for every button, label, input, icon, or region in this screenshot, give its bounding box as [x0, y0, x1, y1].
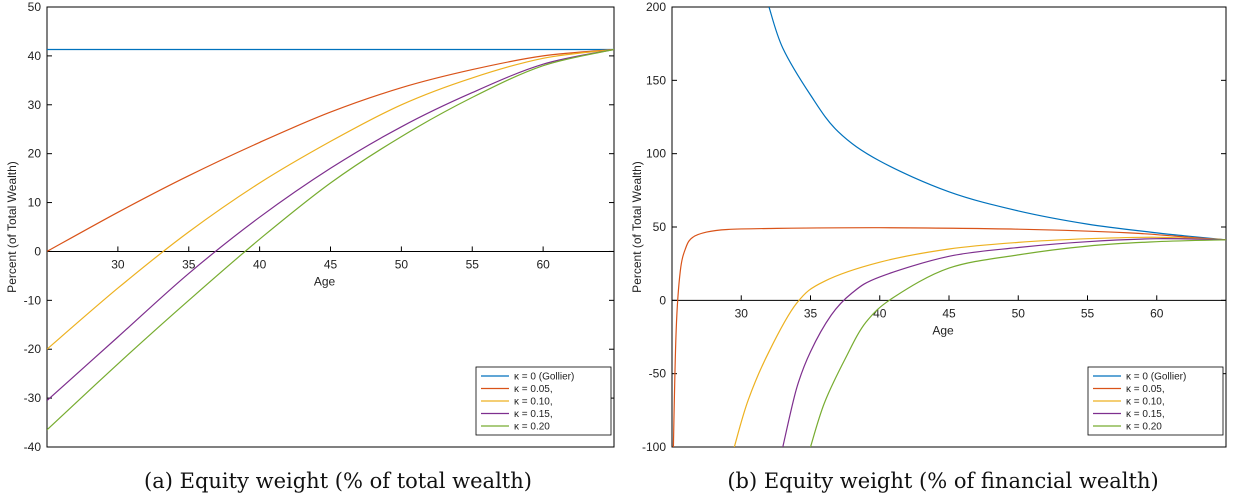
y-tick-label: 20: [28, 147, 42, 161]
y-tick-label: -50: [649, 367, 667, 381]
y-tick-label: -10: [24, 293, 42, 307]
x-tick-label: 60: [536, 257, 550, 271]
y-tick-label: -30: [24, 391, 42, 405]
legend-entry: κ = 0.10,: [514, 397, 553, 408]
chart-b: 30 35 40 45 50 55 60 -100 -50 0 50 100 150 200 Age Perc…: [630, 0, 1227, 454]
caption-a: (a) Equity weight (% of total wealth): [144, 469, 532, 493]
legend-entry: κ = 0.15,: [514, 409, 553, 420]
x-tick-label: 55: [466, 257, 480, 271]
y-tick-label: 30: [28, 98, 42, 112]
y-tick-label: 10: [28, 196, 42, 210]
series-line-3: [782, 238, 1226, 447]
y-tick-label: 100: [646, 147, 666, 161]
x-tick-label: 50: [1012, 306, 1026, 320]
y-tick-label: 0: [659, 293, 666, 307]
y-axis-label: Percent (of Total Wealth): [5, 161, 19, 293]
x-tick-label: 35: [182, 257, 196, 271]
y-tick-label: 0: [34, 244, 41, 258]
y-tick-label: 50: [28, 0, 42, 14]
caption-b: (b) Equity weight (% of financial wealth…: [727, 469, 1158, 493]
x-tick-label: 60: [1150, 306, 1164, 320]
legend-entry: κ = 0 (Gollier): [1126, 372, 1186, 383]
y-tick-label: 50: [653, 220, 667, 234]
y-axis-label: Percent (of Total Wealth): [630, 161, 644, 293]
x-tick-label: 40: [253, 257, 267, 271]
legend-entry: κ = 0.20: [1126, 422, 1162, 433]
y-tick-label: -20: [24, 342, 42, 356]
x-tick-label: 45: [942, 306, 956, 320]
legend-entry: κ = 0.15,: [1126, 409, 1165, 420]
legend-entry: κ = 0.10,: [1126, 397, 1165, 408]
x-tick-label: 30: [735, 306, 749, 320]
series-line-1: [672, 227, 1226, 447]
series-line-1: [47, 48, 614, 252]
series-line-2: [733, 236, 1226, 447]
y-tick-label: 150: [646, 73, 666, 87]
x-tick-label: 30: [111, 257, 125, 271]
x-tick-label: 35: [804, 306, 818, 320]
legend-entry: κ = 0.05,: [514, 384, 553, 395]
series-line-2: [47, 48, 614, 350]
y-tick-label: 200: [646, 0, 666, 14]
x-tick-label: 50: [395, 257, 409, 271]
series-line-4: [809, 239, 1226, 447]
legend-entry: κ = 0 (Gollier): [514, 372, 574, 383]
y-tick-label: -100: [642, 440, 666, 454]
x-tick-label: 55: [1081, 306, 1095, 320]
x-tick-label: 45: [324, 257, 338, 271]
x-axis-label: Age: [314, 274, 336, 288]
chart-a: 30 35 40 45 50 55 60 -40 -30 -20 -10 0 10 20 30 40 50 Age…: [5, 0, 615, 454]
series-line-4: [47, 48, 614, 431]
y-tick-label: 40: [28, 49, 42, 63]
x-axis-label: Age: [932, 323, 954, 337]
x-tick-label: 40: [873, 306, 887, 320]
y-tick-label: -40: [24, 440, 42, 454]
series-line-0: [768, 7, 1226, 241]
series-line-3: [47, 48, 614, 402]
legend-entry: κ = 0.05,: [1126, 384, 1165, 395]
plot-frame: [46, 6, 615, 448]
legend-entry: κ = 0.20: [514, 422, 550, 433]
